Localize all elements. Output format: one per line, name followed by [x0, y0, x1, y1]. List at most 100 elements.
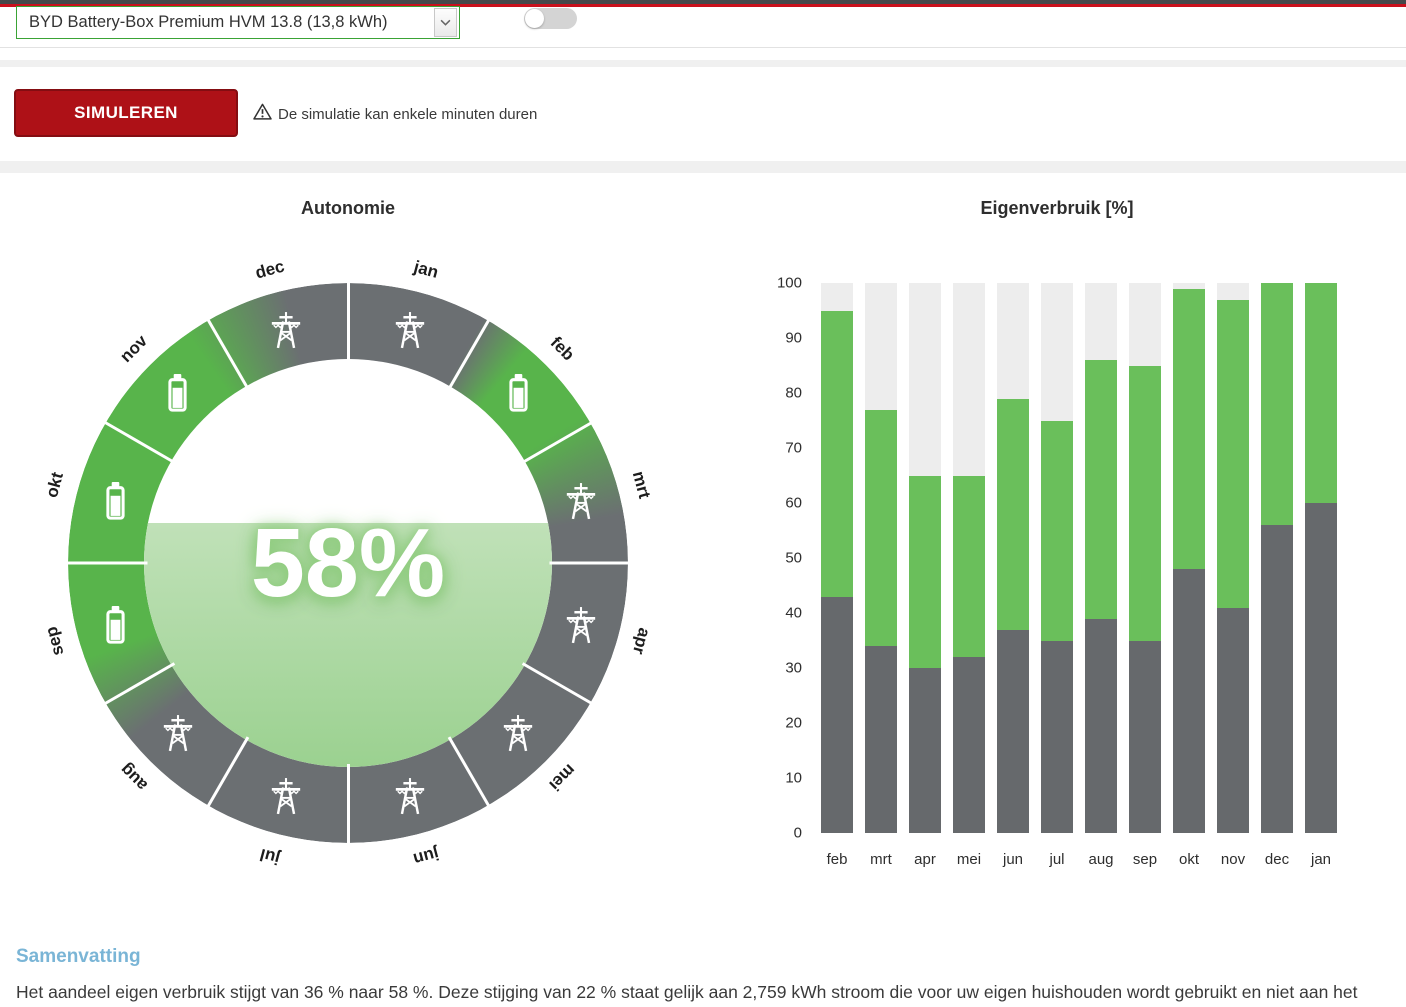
bar-gray-jan — [1305, 503, 1337, 833]
bar-green-feb — [821, 310, 853, 597]
bar-gray-aug — [1085, 618, 1117, 833]
battery-model-select[interactable]: BYD Battery-Box Premium HVM 13.8 (13,8 k… — [16, 6, 460, 39]
x-axis-label-apr: apr — [914, 851, 936, 868]
y-axis-tick-90: 90 — [785, 329, 802, 347]
top-red-line — [0, 4, 1406, 7]
battery-icon — [160, 373, 196, 413]
simulate-button[interactable]: SIMULEREN — [14, 89, 238, 137]
pylon-icon — [563, 605, 599, 645]
gauge-month-label-mrt: mrt — [628, 468, 654, 501]
self-consumption-chart-title: Eigenverbruik [%] — [980, 198, 1134, 218]
pylon-icon — [500, 713, 536, 753]
chevron-down-icon — [434, 8, 457, 37]
bar-green-jan — [1305, 283, 1337, 503]
autonomy-chart-title: Autonomie — [301, 198, 395, 218]
warning-text: De simulatie kan enkele minuten duren — [278, 105, 538, 123]
toggle-knob-icon — [525, 9, 544, 28]
bar-gray-apr — [909, 668, 941, 833]
y-axis-tick-80: 80 — [785, 384, 802, 402]
bar-gray-dec — [1261, 525, 1293, 833]
bar-green-sep — [1129, 365, 1161, 641]
battery-icon — [500, 373, 536, 413]
x-axis-label-sep: sep — [1132, 851, 1158, 868]
x-axis-label-jun: jun — [1002, 851, 1024, 868]
y-axis-tick-0: 0 — [793, 824, 802, 842]
x-axis-label-mrt: mrt — [870, 851, 892, 868]
x-axis-label-okt: okt — [1178, 851, 1199, 868]
gauge-month-label-jul: jul — [257, 844, 282, 868]
gauge-month-label-feb: feb — [546, 332, 579, 365]
pylon-icon — [268, 776, 304, 816]
battery-icon — [97, 605, 133, 645]
gauge-month-label-apr: apr — [628, 626, 654, 657]
y-axis-tick-50: 50 — [785, 549, 802, 567]
bar-track-aug — [1085, 283, 1117, 833]
y-axis-tick-20: 20 — [785, 714, 802, 732]
autonomy-gauge: 58% jan feb mrt apr mei jun jul aug sep okt nov dec — [0, 173, 700, 903]
x-axis-label-aug: aug — [1088, 851, 1114, 868]
battery-model-selected-value: BYD Battery-Box Premium HVM 13.8 (13,8 k… — [29, 13, 388, 31]
x-axis-label-jan: jan — [1310, 851, 1332, 868]
top-dark-bar — [0, 0, 1406, 4]
bar-gray-sep — [1129, 640, 1161, 833]
separator-band-bottom — [0, 161, 1406, 173]
gauge-fill-level — [144, 523, 552, 767]
bar-gray-feb — [821, 596, 853, 833]
bar-gray-jul — [1041, 640, 1073, 833]
summary-body-text: Het aandeel eigen verbruik stijgt van 36… — [16, 982, 1358, 1002]
simulation-warning: De simulatie kan enkele minuten duren — [253, 103, 537, 125]
bar-track-nov — [1217, 283, 1249, 833]
bar-track-dec — [1261, 283, 1293, 833]
gauge-month-label-sep: sep — [41, 624, 68, 659]
bar-green-apr — [909, 475, 941, 668]
gauge-segment-divider — [67, 561, 147, 565]
pylon-icon — [392, 310, 428, 350]
bar-gray-mei — [953, 657, 985, 833]
gauge-month-label-jun: jun — [411, 843, 442, 869]
pylon-icon — [392, 776, 428, 816]
x-axis-label-nov: nov — [1220, 851, 1246, 868]
pylon-icon — [268, 310, 304, 350]
gauge-segment-divider — [346, 764, 350, 844]
separator-band-top — [0, 60, 1406, 67]
bar-track-jan — [1305, 283, 1337, 833]
gauge-month-label-okt: okt — [42, 469, 68, 500]
bar-green-jul — [1041, 420, 1073, 641]
warning-triangle-icon — [253, 103, 272, 125]
bar-gray-okt — [1173, 569, 1205, 833]
pylon-icon — [563, 481, 599, 521]
y-axis-tick-10: 10 — [785, 769, 802, 787]
gauge-segment-divider — [346, 282, 350, 362]
simulate-button-label: SIMULEREN — [74, 103, 178, 122]
bar-track-okt — [1173, 283, 1205, 833]
gauge-month-label-nov: nov — [115, 330, 151, 366]
option-toggle[interactable] — [524, 8, 577, 29]
bar-track-mrt — [865, 283, 897, 833]
pylon-icon — [160, 713, 196, 753]
bar-gray-jun — [997, 629, 1029, 833]
bar-track-jul — [1041, 283, 1073, 833]
bar-track-feb — [821, 283, 853, 833]
bar-green-okt — [1173, 288, 1205, 569]
bar-track-jun — [997, 283, 1029, 833]
bar-green-aug — [1085, 360, 1117, 619]
gauge-center-value: 58% — [250, 508, 446, 617]
gauge-month-label-jan: jan — [412, 257, 441, 283]
bar-track-mei — [953, 283, 985, 833]
x-axis-label-dec: dec — [1264, 851, 1290, 868]
bar-green-dec — [1261, 283, 1293, 525]
separator-line — [0, 47, 1406, 48]
bar-gray-mrt — [865, 646, 897, 833]
bar-green-nov — [1217, 299, 1249, 608]
y-axis-tick-30: 30 — [785, 659, 802, 677]
bar-track-apr — [909, 283, 941, 833]
bar-green-mei — [953, 475, 985, 657]
battery-icon — [97, 481, 133, 521]
y-axis-tick-60: 60 — [785, 494, 802, 512]
x-axis-label-jul: jul — [1049, 851, 1065, 868]
bar-green-jun — [997, 398, 1029, 630]
gauge-inner-circle: 58% — [144, 359, 552, 767]
summary-heading: Samenvatting — [16, 946, 141, 967]
y-axis-tick-100: 100 — [776, 274, 802, 292]
